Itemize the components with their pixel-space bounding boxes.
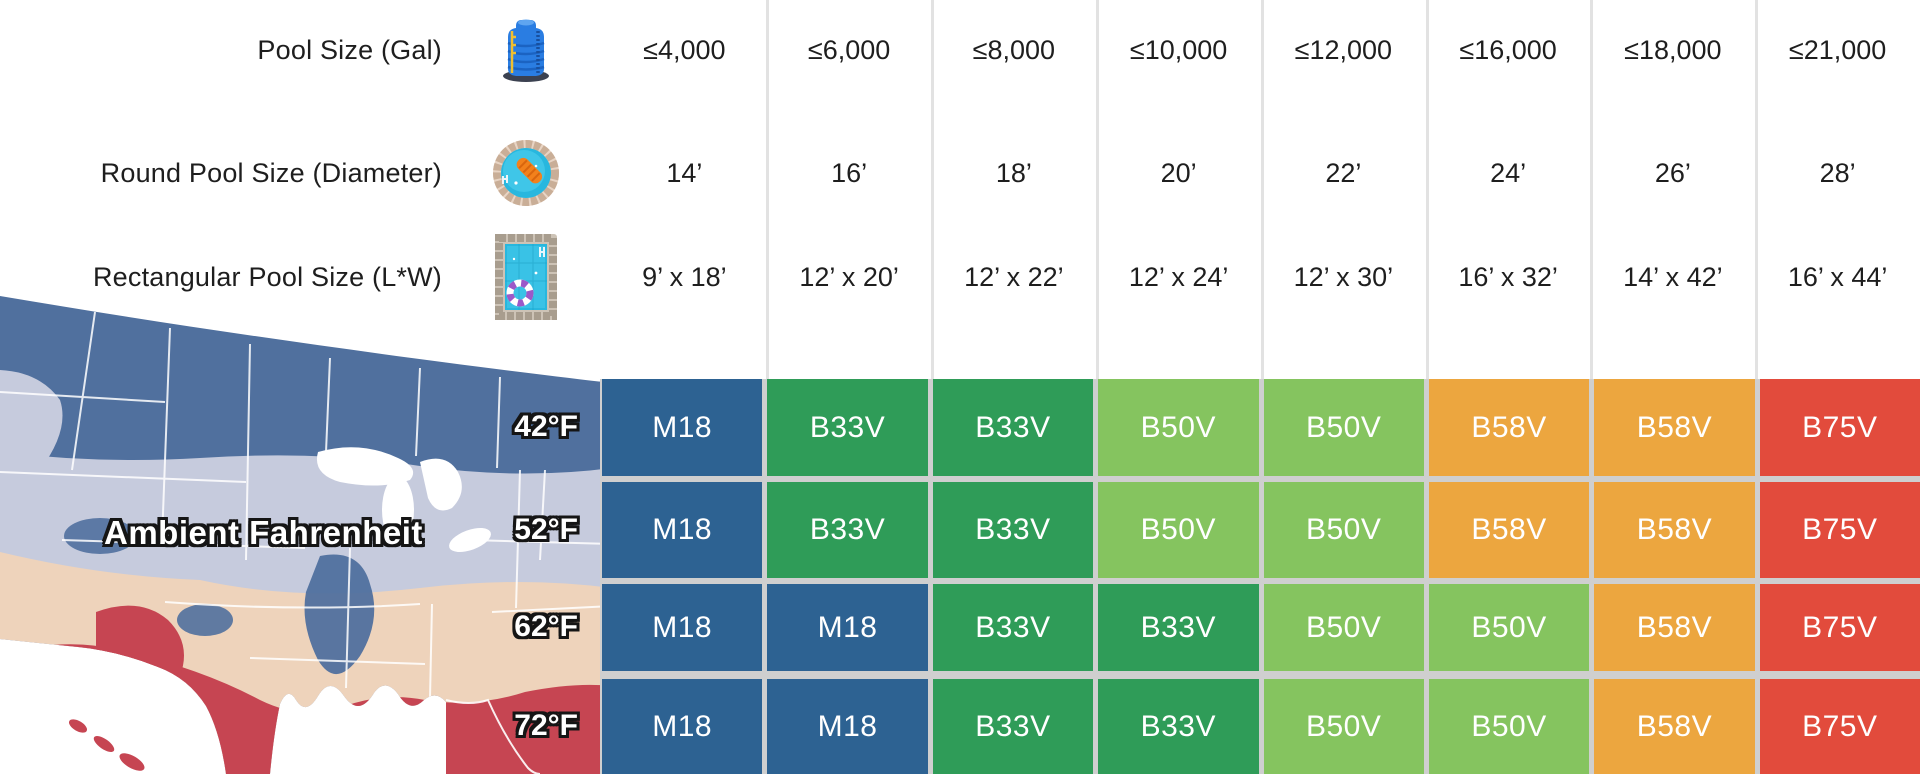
rect-size-value: 12’ x 30’ [1293, 261, 1394, 292]
model-cell: B50V [1098, 379, 1259, 476]
gallons-value: ≤10,000 [1129, 34, 1228, 65]
gallons-value: ≤8,000 [972, 34, 1056, 65]
model-cell: B33V [767, 482, 928, 578]
model-cell: B58V [1428, 379, 1590, 476]
column-divider [1261, 0, 1264, 379]
column-divider [1426, 0, 1429, 379]
header-row-gallons: Pool Size (Gal) ≤4,000 ≤6,000 ≤8,000 ≤10… [0, 8, 1920, 92]
model-cell: B50V [1428, 584, 1590, 671]
round-diameter-value: 18’ [995, 157, 1032, 188]
column-divider [766, 0, 769, 379]
model-cell: B58V [1428, 482, 1590, 578]
gallons-value: ≤6,000 [807, 34, 891, 65]
row-label-round-pool: Round Pool Size (Diameter) [100, 157, 442, 188]
ambient-fahrenheit-label: Ambient Fahrenheit [104, 514, 423, 551]
round-diameter-value: 24’ [1490, 157, 1527, 188]
gallons-value: ≤4,000 [643, 34, 726, 65]
gallons-value: ≤16,000 [1459, 34, 1557, 65]
model-cell: B33V [767, 379, 928, 476]
model-cell: B75V [1759, 482, 1920, 578]
temp-label-52f: 52°F [514, 513, 578, 546]
rect-size-value: 16’ x 44’ [1787, 261, 1888, 292]
round-pool-icon [493, 140, 559, 206]
column-divider [1590, 0, 1593, 379]
model-cell: B58V [1594, 482, 1755, 578]
coastal-islands [68, 719, 145, 771]
model-cell: M18 [767, 679, 928, 774]
model-cell: B33V [1098, 584, 1259, 671]
gallons-value: ≤12,000 [1294, 34, 1393, 65]
model-cell: B33V [1098, 679, 1259, 774]
grid-row-42f: M18 B33V B33V B50V B50V B58V B58V B75V [602, 379, 1920, 476]
water-tank-icon [503, 19, 549, 82]
rectangular-pool-icon [495, 234, 557, 320]
rect-size-value: 16’ x 32’ [1458, 261, 1558, 292]
row-label-pool-size-gal: Pool Size (Gal) [257, 34, 442, 65]
rect-size-value: 12’ x 20’ [799, 261, 899, 292]
row-label-rect-pool: Rectangular Pool Size (L*W) [92, 261, 442, 292]
header-row-rect-pool: Rectangular Pool Size (L*W) 9’ x 18’ 12’… [0, 234, 1920, 320]
header-row-round-pool: Round Pool Size (Diameter) 14’ 16’ 18’ [0, 131, 1920, 215]
rect-size-value: 12’ x 22’ [964, 261, 1064, 292]
model-cell: B33V [932, 482, 1094, 578]
model-cell: B50V [1428, 679, 1590, 774]
round-diameter-value: 26’ [1654, 157, 1691, 188]
rect-size-value: 12’ x 24’ [1128, 261, 1229, 292]
rect-size-value: 9’ x 18’ [642, 261, 727, 292]
gallons-value: ≤18,000 [1624, 34, 1722, 65]
round-diameter-value: 20’ [1160, 157, 1197, 188]
grid-row-52f: M18 B33V B33V B50V B50V B58V B58V B75V [602, 482, 1920, 578]
model-cell: B50V [1263, 482, 1424, 578]
temp-label-62f: 62°F [514, 610, 578, 643]
model-cell: B75V [1759, 679, 1920, 774]
round-diameter-value: 14’ [666, 157, 703, 188]
column-divider [1096, 0, 1099, 379]
round-diameter-value: 22’ [1325, 157, 1362, 188]
gallons-value: ≤21,000 [1788, 34, 1887, 65]
model-cell: B50V [1263, 379, 1424, 476]
model-cell: B33V [932, 584, 1094, 671]
column-divider [931, 0, 934, 379]
model-cell: B75V [1759, 584, 1920, 671]
column-divider [1755, 0, 1758, 379]
temp-label-42f: 42°F [514, 410, 578, 443]
model-cell: M18 [602, 482, 763, 578]
model-cell: B33V [932, 679, 1094, 774]
model-cell: B50V [1263, 679, 1424, 774]
grid-row-72f: M18 M18 B33V B33V B50V B50V B58V B75V [602, 679, 1920, 774]
temp-label-72f: 72°F [514, 709, 578, 742]
round-diameter-value: 16’ [831, 157, 868, 188]
grid-row-62f: M18 M18 B33V B33V B50V B50V B58V B75V [602, 584, 1920, 671]
model-cell: M18 [602, 679, 763, 774]
model-cell: M18 [602, 584, 763, 671]
model-cell: M18 [767, 584, 928, 671]
model-cell: B58V [1594, 584, 1755, 671]
rect-size-value: 14’ x 42’ [1623, 261, 1723, 292]
model-cell: B50V [1263, 584, 1424, 671]
model-cell: M18 [602, 379, 763, 476]
model-cell: B50V [1098, 482, 1259, 578]
model-grid: M18 B33V B33V B50V B50V B58V B58V B75V M… [602, 379, 1920, 774]
round-diameter-value: 28’ [1819, 157, 1856, 188]
model-cell: B75V [1759, 379, 1920, 476]
model-cell: B33V [932, 379, 1094, 476]
model-cell: B58V [1594, 679, 1755, 774]
model-cell: B58V [1594, 379, 1755, 476]
